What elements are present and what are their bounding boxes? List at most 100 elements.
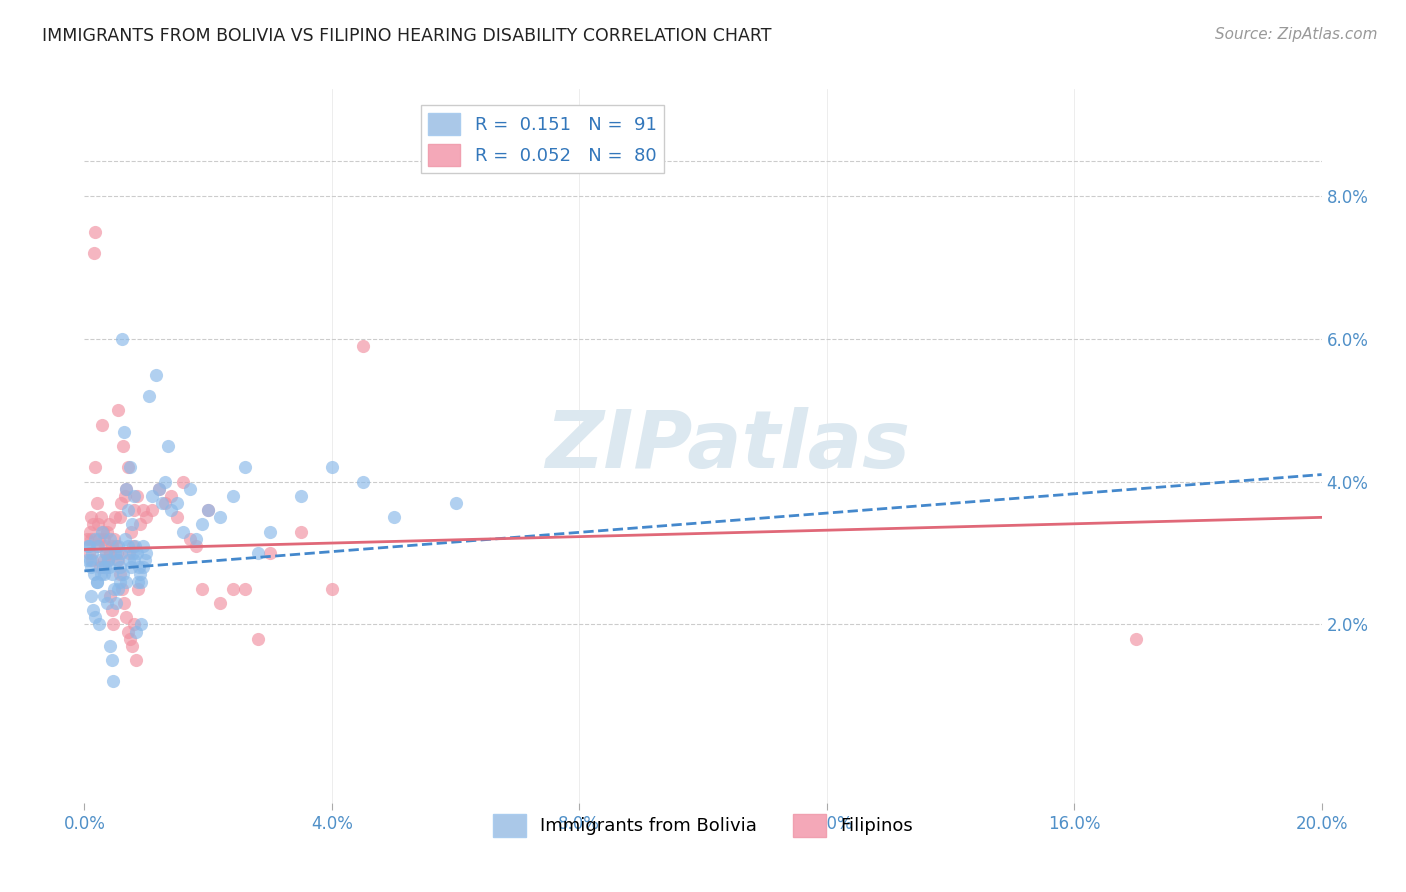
Point <box>120 560 142 574</box>
Point <box>129 617 152 632</box>
Point <box>153 496 176 510</box>
Point <box>233 460 256 475</box>
Point <box>111 567 134 582</box>
Point <box>76 553 98 567</box>
Point <box>114 482 136 496</box>
Point <box>259 546 281 560</box>
Point <box>184 539 207 553</box>
Point <box>89 532 111 546</box>
Point <box>125 546 148 560</box>
Point <box>111 582 134 596</box>
Point <box>110 546 132 560</box>
Point <box>94 546 117 560</box>
Point <box>352 475 374 489</box>
Point <box>83 460 105 475</box>
Point <box>160 489 183 503</box>
Point <box>96 524 118 539</box>
Point <box>90 510 112 524</box>
Point <box>148 482 170 496</box>
Point <box>290 489 312 503</box>
Point <box>82 603 104 617</box>
Point <box>132 503 155 517</box>
Point <box>121 546 143 560</box>
Point <box>156 439 179 453</box>
Point <box>172 475 194 489</box>
Point <box>132 539 155 553</box>
Point <box>148 482 170 496</box>
Point <box>191 582 214 596</box>
Point <box>382 510 405 524</box>
Point <box>107 539 129 553</box>
Point <box>150 496 173 510</box>
Point <box>103 617 125 632</box>
Point <box>135 546 157 560</box>
Point <box>76 532 98 546</box>
Point <box>114 610 136 624</box>
Point <box>101 567 124 582</box>
Point <box>138 389 160 403</box>
Point <box>117 624 139 639</box>
Point <box>94 560 117 574</box>
Point <box>80 532 103 546</box>
Point <box>93 567 115 582</box>
Legend: Immigrants from Bolivia, Filipinos: Immigrants from Bolivia, Filipinos <box>486 807 920 844</box>
Point <box>191 517 214 532</box>
Point <box>107 403 129 417</box>
Point <box>110 510 132 524</box>
Point <box>134 553 156 567</box>
Point <box>93 589 115 603</box>
Point <box>117 460 139 475</box>
Point <box>179 482 201 496</box>
Point <box>79 539 101 553</box>
Point <box>125 653 148 667</box>
Point <box>108 567 131 582</box>
Point <box>104 596 127 610</box>
Point <box>124 489 146 503</box>
Point <box>321 460 343 475</box>
Point <box>135 510 157 524</box>
Point <box>222 582 245 596</box>
Point <box>197 503 219 517</box>
Point <box>145 368 167 382</box>
Point <box>141 503 163 517</box>
Point <box>172 524 194 539</box>
Point <box>86 496 108 510</box>
Point <box>83 567 105 582</box>
Point <box>79 560 101 574</box>
Point <box>117 503 139 517</box>
Point <box>79 553 101 567</box>
Point <box>100 653 122 667</box>
Point <box>91 560 114 574</box>
Point <box>121 517 143 532</box>
Point <box>124 539 146 553</box>
Point <box>93 553 115 567</box>
Point <box>100 603 122 617</box>
Point <box>160 503 183 517</box>
Point <box>107 582 129 596</box>
Text: Source: ZipAtlas.com: Source: ZipAtlas.com <box>1215 27 1378 42</box>
Point <box>83 610 105 624</box>
Point <box>121 639 143 653</box>
Point <box>79 524 101 539</box>
Point <box>80 553 103 567</box>
Point <box>98 546 121 560</box>
Point <box>104 510 127 524</box>
Point <box>179 532 201 546</box>
Point <box>321 582 343 596</box>
Point <box>89 617 111 632</box>
Point <box>79 510 101 524</box>
Point <box>209 510 232 524</box>
Point <box>115 574 138 589</box>
Point <box>84 532 107 546</box>
Point <box>129 574 152 589</box>
Point <box>112 596 135 610</box>
Point <box>110 496 132 510</box>
Point <box>94 539 117 553</box>
Point <box>80 546 103 560</box>
Point <box>84 225 107 239</box>
Point <box>89 553 111 567</box>
Point <box>103 532 125 546</box>
Point <box>89 560 111 574</box>
Point <box>101 539 124 553</box>
Point <box>115 482 138 496</box>
